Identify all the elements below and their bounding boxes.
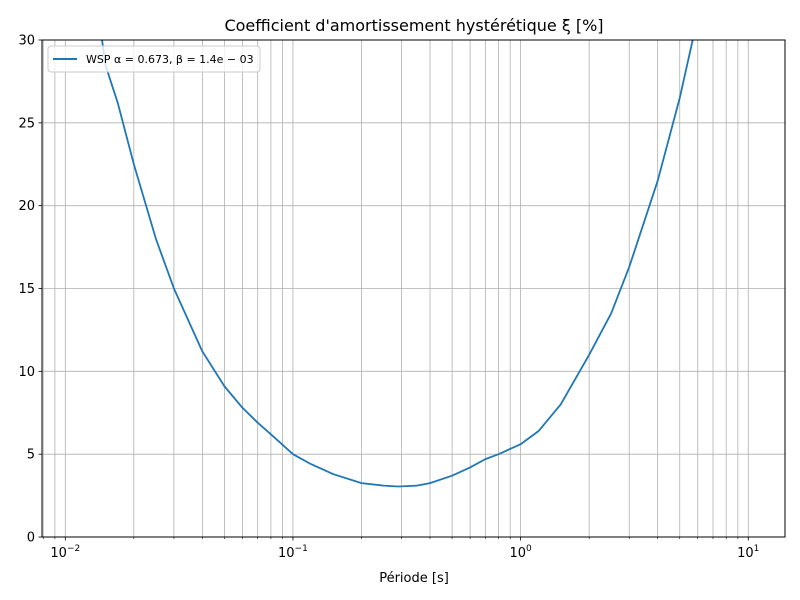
y-tick-label: 25 xyxy=(18,116,35,131)
x-tick-label: 101 xyxy=(737,544,759,561)
grid xyxy=(42,39,785,538)
y-tick-label: 5 xyxy=(27,448,35,463)
chart-title: Coefficient d'amortissement hystérétique… xyxy=(224,16,603,35)
x-axis-label: Période [s] xyxy=(379,571,449,586)
y-axis-ticks: 0 5 10 15 20 25 30 xyxy=(18,34,42,546)
y-tick-label: 15 xyxy=(18,282,35,297)
y-tick-label: 0 xyxy=(27,531,35,546)
x-tick-label: 100 xyxy=(509,544,532,561)
y-tick-label: 30 xyxy=(18,34,35,49)
legend-entry: WSP α = 0.673, β = 1.4e − 03 xyxy=(86,53,254,66)
series-layer xyxy=(101,40,694,488)
x-tick-label: 10−2 xyxy=(50,544,80,561)
x-axis-ticks: 10−2 10−1 100 101 xyxy=(42,537,759,561)
legend-box xyxy=(47,45,261,73)
series-line xyxy=(101,40,694,488)
y-tick-label: 10 xyxy=(18,365,35,380)
y-tick-label: 20 xyxy=(18,199,35,214)
x-tick-label: 10−1 xyxy=(278,544,308,561)
legend: WSP α = 0.673, β = 1.4e − 03 xyxy=(47,45,261,73)
